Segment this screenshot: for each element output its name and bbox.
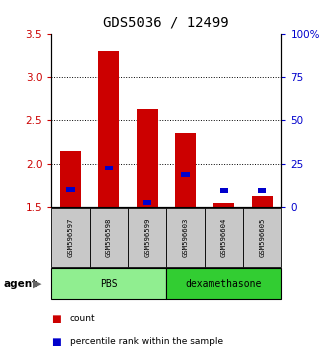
Bar — [213, 203, 234, 207]
Bar — [51, 208, 90, 267]
Text: ■: ■ — [51, 337, 61, 347]
Bar — [105, 166, 113, 170]
Text: GSM596598: GSM596598 — [106, 218, 112, 257]
Bar — [252, 196, 273, 207]
Bar — [143, 200, 151, 205]
Text: GDS5036 / 12499: GDS5036 / 12499 — [103, 16, 228, 30]
Text: ▶: ▶ — [33, 279, 42, 289]
Bar — [137, 109, 158, 207]
Bar — [66, 187, 75, 192]
Text: ■: ■ — [51, 314, 61, 324]
Text: PBS: PBS — [100, 279, 118, 289]
Bar — [166, 208, 205, 267]
Bar — [51, 268, 166, 299]
Text: GSM596604: GSM596604 — [221, 218, 227, 257]
Bar — [181, 172, 190, 177]
Text: GSM596603: GSM596603 — [182, 218, 188, 257]
Bar — [98, 51, 119, 207]
Text: agent: agent — [3, 279, 37, 289]
Bar — [258, 188, 266, 193]
Text: percentile rank within the sample: percentile rank within the sample — [70, 337, 223, 346]
Text: count: count — [70, 314, 95, 323]
Bar — [90, 208, 128, 267]
Text: dexamethasone: dexamethasone — [186, 279, 262, 289]
Text: GSM596605: GSM596605 — [259, 218, 265, 257]
Bar — [220, 188, 228, 193]
Bar — [166, 268, 281, 299]
Bar — [175, 132, 196, 207]
Bar — [128, 208, 166, 267]
Bar — [205, 208, 243, 267]
Text: GSM596599: GSM596599 — [144, 218, 150, 257]
Bar — [243, 208, 281, 267]
Text: GSM596597: GSM596597 — [68, 218, 73, 257]
Bar — [60, 151, 81, 207]
